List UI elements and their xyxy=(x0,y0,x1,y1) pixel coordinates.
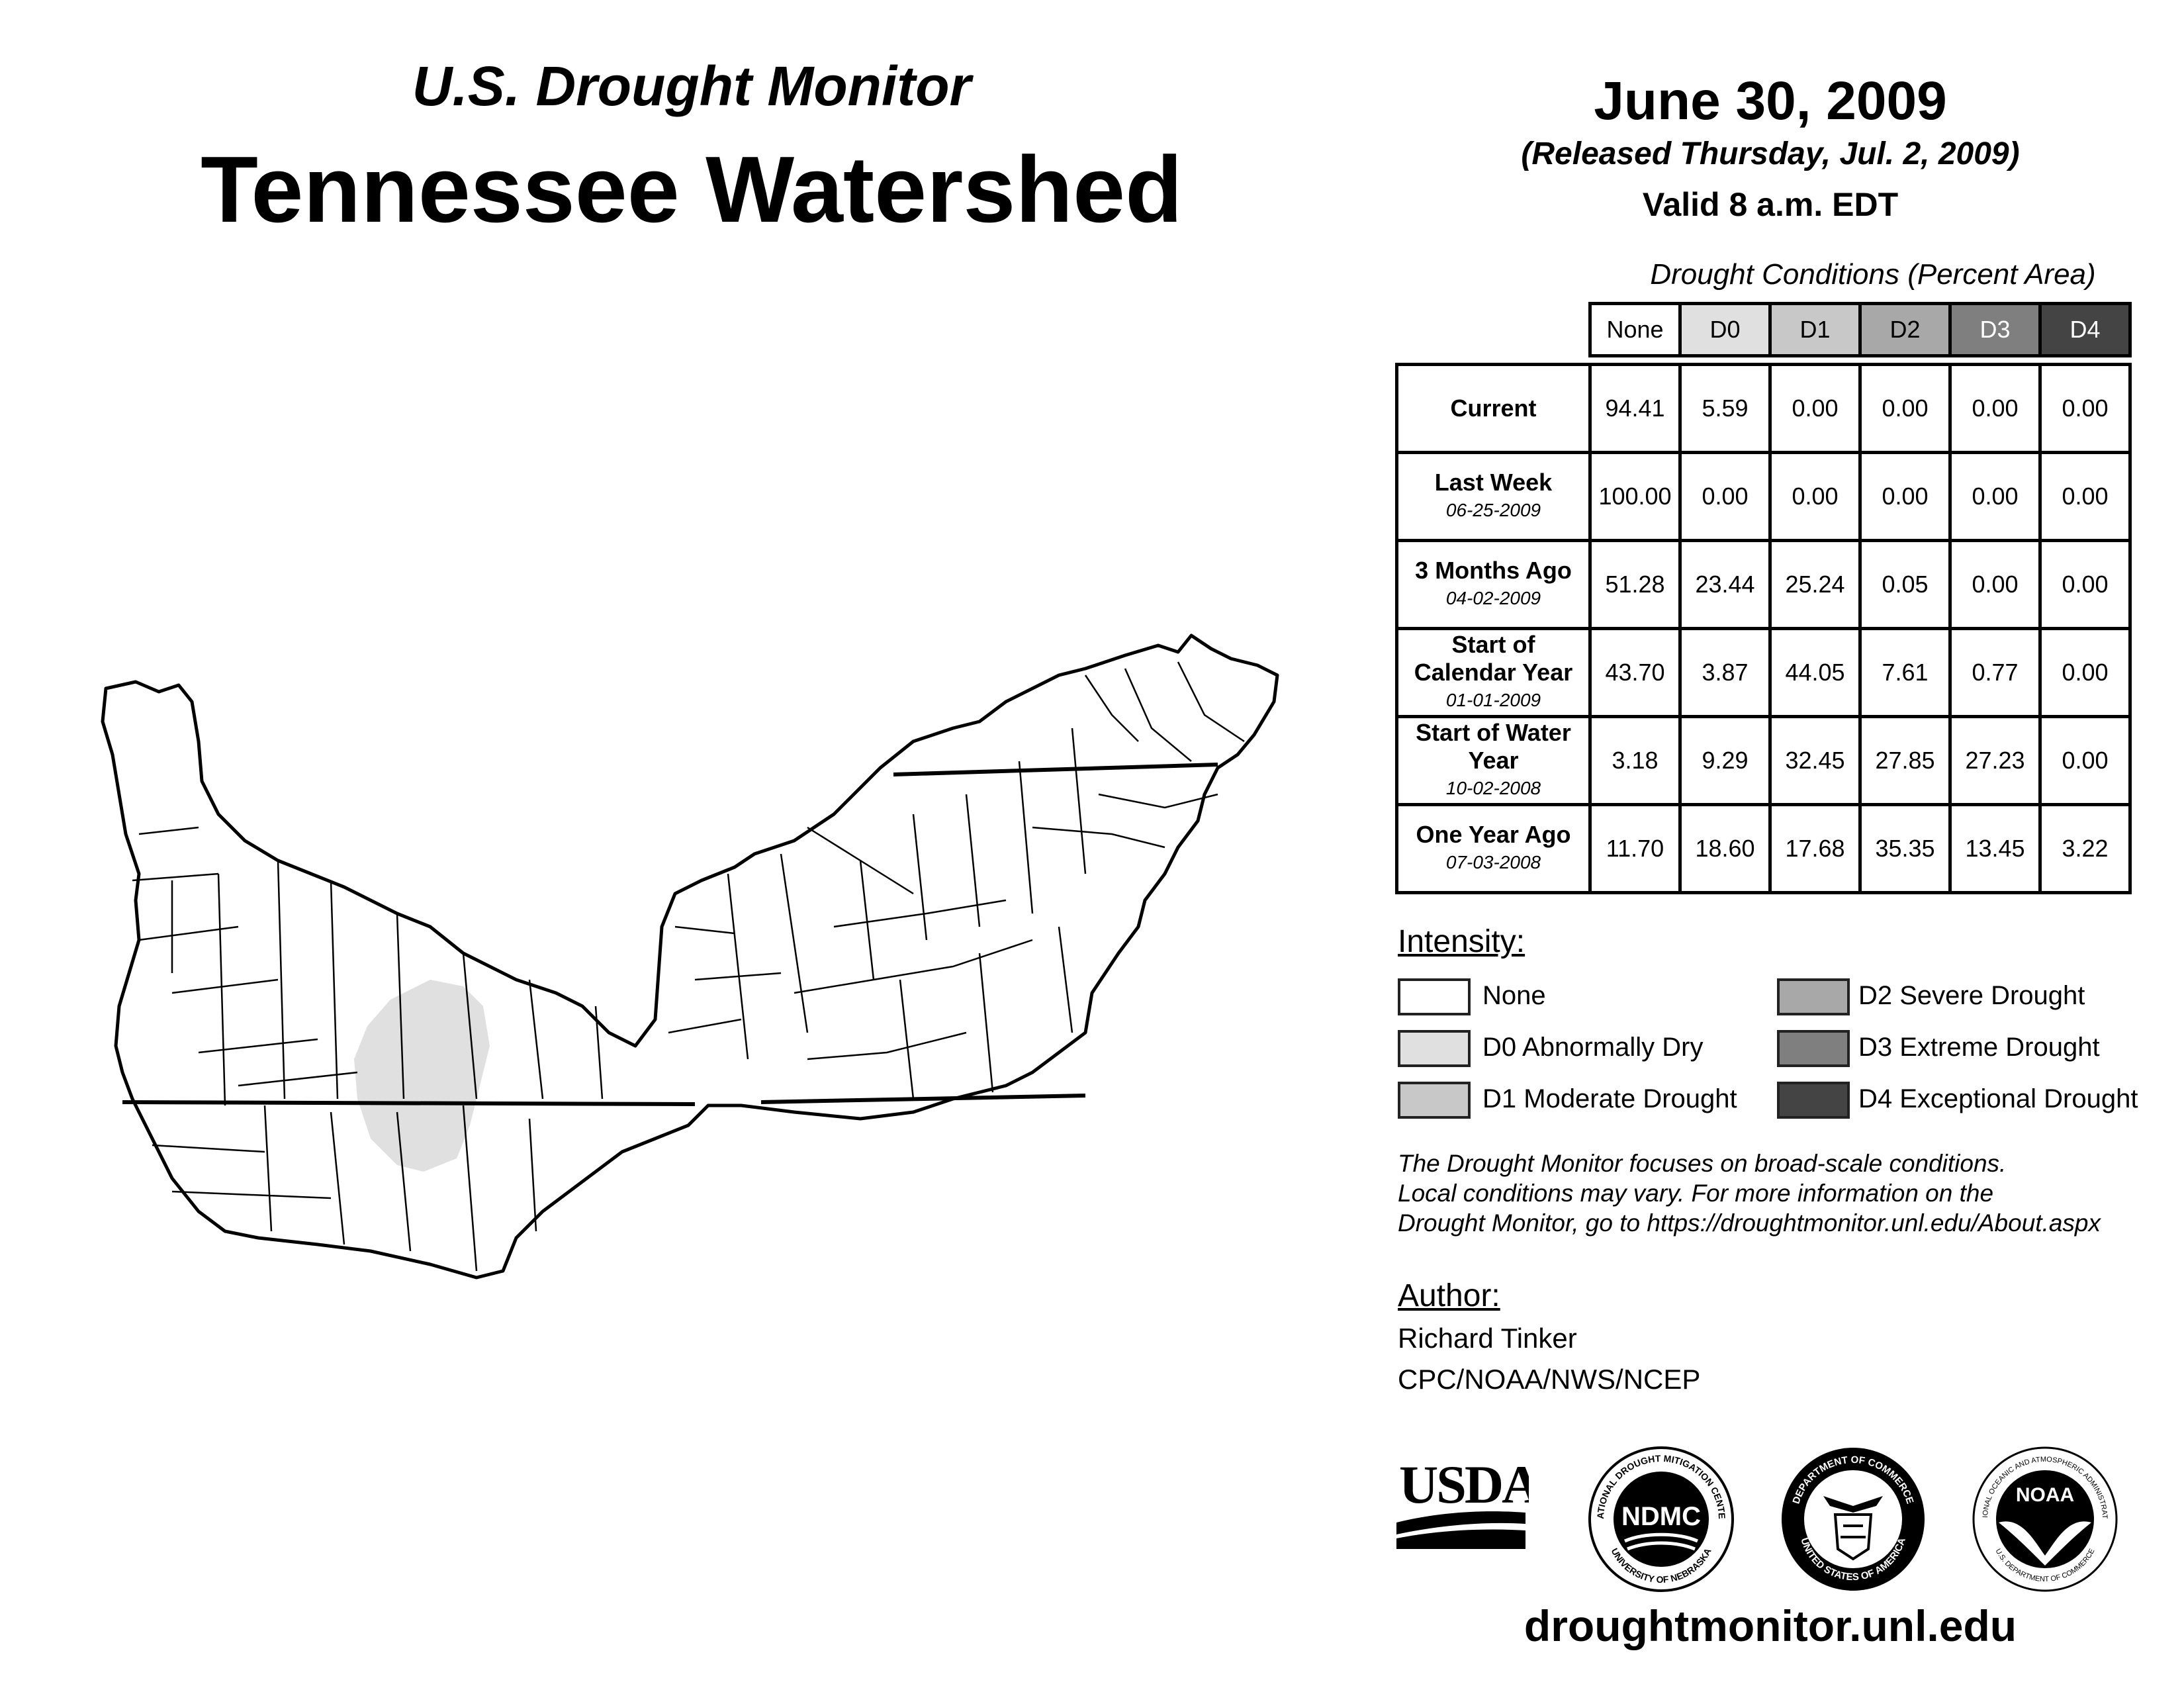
table-cell: 0.00 xyxy=(1948,539,2042,630)
table-cell: 0.77 xyxy=(1948,627,2042,718)
table-cell: 7.61 xyxy=(1858,627,1952,718)
table-cell: 0.00 xyxy=(2038,451,2132,542)
state-line-south xyxy=(122,1100,696,1106)
table-cell: 0.00 xyxy=(1858,363,1952,454)
column-header: D2 xyxy=(1858,302,1952,357)
usda-logo: USDA xyxy=(1396,1454,1529,1549)
watershed-region xyxy=(101,633,1279,1280)
table-row: One Year Ago 07-03-2008 11.70 18.60 17.68… xyxy=(1395,803,2132,894)
valid-time: Valid 8 a.m. EDT xyxy=(1642,186,1899,223)
noaa-logo-text: NOAA xyxy=(2016,1484,2074,1506)
ndmc-logo-text: NDMC xyxy=(1621,1502,1701,1531)
map-title: Tennessee Watershed xyxy=(201,137,1183,242)
table-cell: 32.45 xyxy=(1768,715,1862,806)
row-label: Last Week 06-25-2009 xyxy=(1395,451,1592,542)
legend-label: D1 Moderate Drought xyxy=(1482,1084,1737,1113)
row-label: Start of Calendar Year 01-01-2009 xyxy=(1395,627,1592,718)
note-line: The Drought Monitor focuses on broad-sca… xyxy=(1398,1150,2007,1177)
table-cell: 11.70 xyxy=(1588,803,1682,894)
valid-date: June 30, 2009 xyxy=(1594,71,1947,131)
table-cell: 17.68 xyxy=(1768,803,1862,894)
watershed-map xyxy=(101,633,1279,1280)
noaa-logo: NATIONAL OCEANIC AND ATMOSPHERIC ADMINIS… xyxy=(1969,1443,2118,1592)
table-cell: 43.70 xyxy=(1588,627,1682,718)
table-row: Current 94.41 5.59 0.00 0.00 0.00 0.00 xyxy=(1395,363,2132,454)
doc-seal: DEPARTMENT OF COMMERCE UNITED STATES OF … xyxy=(1782,1448,1925,1591)
legend-label: D2 Severe Drought xyxy=(1858,981,2085,1010)
legend-swatch xyxy=(1777,1082,1850,1119)
disclaimer-notes: The Drought Monitor focuses on broad-sca… xyxy=(1398,1149,2159,1238)
row-label: Current xyxy=(1395,363,1592,454)
legend-label: D0 Abnormally Dry xyxy=(1482,1033,1704,1062)
table-cell: 0.00 xyxy=(2038,715,2132,806)
author-org: CPC/NOAA/NWS/NCEP xyxy=(1398,1364,1701,1395)
table-cell: 3.22 xyxy=(2038,803,2132,894)
table-row: Last Week 06-25-2009 100.00 0.00 0.00 0.0… xyxy=(1395,451,2132,542)
table-cell: 23.44 xyxy=(1678,539,1772,630)
legend-swatch xyxy=(1777,978,1850,1015)
table-cell: 0.00 xyxy=(2038,539,2132,630)
legend-label: D4 Exceptional Drought xyxy=(1858,1084,2138,1113)
legend-swatch xyxy=(1398,1030,1471,1067)
column-header: D4 xyxy=(2038,302,2132,357)
author-heading: Author: xyxy=(1398,1278,1500,1313)
note-line: Drought Monitor, go to https://droughtmo… xyxy=(1398,1209,2101,1237)
table-cell: 44.05 xyxy=(1768,627,1862,718)
row-label: Start of Water Year 10-02-2008 xyxy=(1395,715,1592,806)
note-line: Local conditions may vary. For more info… xyxy=(1398,1180,1994,1207)
table-row: Start of Water Year 10-02-2008 3.18 9.29 … xyxy=(1395,715,2132,806)
column-header: None xyxy=(1588,302,1682,357)
state-line-tn-nc xyxy=(760,1094,1086,1104)
footer-url[interactable]: droughtmonitor.unl.edu xyxy=(1524,1601,2017,1650)
release-date: (Released Thursday, Jul. 2, 2009) xyxy=(1521,136,2020,171)
column-header: D1 xyxy=(1768,302,1862,357)
table-cell: 0.00 xyxy=(1948,363,2042,454)
table-cell: 0.00 xyxy=(1768,363,1862,454)
watershed-outline xyxy=(101,633,1279,1280)
table-cell: 94.41 xyxy=(1588,363,1682,454)
table-cell: 3.18 xyxy=(1588,715,1682,806)
author-name: Richard Tinker xyxy=(1398,1323,1577,1354)
column-header: D3 xyxy=(1948,302,2042,357)
state-boundaries xyxy=(122,763,1218,1106)
legend-swatch xyxy=(1777,1030,1850,1067)
table-cell: 5.59 xyxy=(1678,363,1772,454)
legend-swatch xyxy=(1398,978,1471,1015)
table-corner xyxy=(1397,304,1590,356)
table-cell: 100.00 xyxy=(1588,451,1682,542)
row-label: One Year Ago 07-03-2008 xyxy=(1395,803,1592,894)
table-cell: 27.85 xyxy=(1858,715,1952,806)
legend-heading: Intensity: xyxy=(1398,924,1525,959)
table-caption: Drought Conditions (Percent Area) xyxy=(1650,258,2096,291)
column-header: D0 xyxy=(1678,302,1772,357)
usda-logo-text: USDA xyxy=(1399,1454,1529,1515)
table-cell: 25.24 xyxy=(1768,539,1862,630)
table-cell: 0.00 xyxy=(2038,627,2132,718)
table-cell: 0.05 xyxy=(1858,539,1952,630)
table-cell: 0.00 xyxy=(2038,363,2132,454)
table-cell: 51.28 xyxy=(1588,539,1682,630)
table-cell: 35.35 xyxy=(1858,803,1952,894)
legend-label: None xyxy=(1482,981,1546,1010)
table-cell: 3.87 xyxy=(1678,627,1772,718)
table-cell: 0.00 xyxy=(1948,451,2042,542)
legend-swatch xyxy=(1398,1082,1471,1119)
table-cell: 13.45 xyxy=(1948,803,2042,894)
table-row: 3 Months Ago 04-02-2009 51.28 23.44 25.24… xyxy=(1395,539,2132,630)
legend-label: D3 Extreme Drought xyxy=(1858,1033,2100,1062)
table-cell: 27.23 xyxy=(1948,715,2042,806)
table-cell: 0.00 xyxy=(1768,451,1862,542)
d0-drought-area xyxy=(354,980,490,1172)
table-row: Start of Calendar Year 01-01-2009 43.70 3… xyxy=(1395,627,2132,718)
state-line-tn-va xyxy=(893,763,1218,776)
map-subtitle: U.S. Drought Monitor xyxy=(412,55,972,117)
ndmc-logo: NATIONAL DROUGHT MITIGATION CENTER UNIVE… xyxy=(1585,1443,1734,1592)
table-cell: 9.29 xyxy=(1678,715,1772,806)
drought-conditions-table: None D0 D1 D2 D3 D4 Current 94.41 5.59 0… xyxy=(1395,302,2132,894)
county-boundaries xyxy=(132,661,1245,1272)
table-cell: 18.60 xyxy=(1678,803,1772,894)
table-cell: 0.00 xyxy=(1678,451,1772,542)
row-label: 3 Months Ago 04-02-2009 xyxy=(1395,539,1592,630)
table-cell: 0.00 xyxy=(1858,451,1952,542)
